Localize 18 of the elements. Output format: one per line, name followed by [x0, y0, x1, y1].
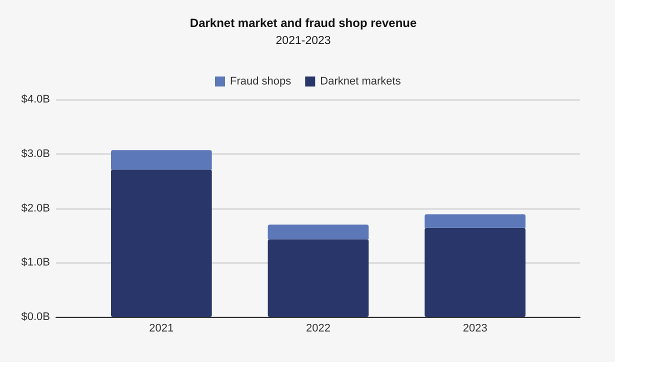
y-tick-label: $1.0B	[21, 256, 50, 269]
legend-label: Darknet markets	[320, 76, 402, 88]
y-tick-label: $2.0B	[21, 202, 50, 214]
x-tick-label: 2022	[306, 322, 330, 334]
chart-subtitle: 2021-2023	[276, 35, 331, 47]
bar	[424, 228, 526, 317]
y-tick-label: $3.0B	[21, 148, 50, 160]
bar	[268, 239, 369, 317]
bar	[268, 224, 369, 240]
bar	[424, 214, 526, 228]
y-tick-label: $4.0B	[21, 94, 50, 106]
y-tick-label: $0.0B	[21, 311, 50, 323]
chart-title: Darknet market and fraud shop revenue	[190, 16, 417, 30]
legend-label: Fraud shops	[230, 76, 292, 88]
bar	[110, 150, 212, 170]
x-tick-label: 2021	[149, 322, 174, 334]
x-tick-label: 2023	[462, 322, 488, 334]
bar	[110, 170, 212, 317]
